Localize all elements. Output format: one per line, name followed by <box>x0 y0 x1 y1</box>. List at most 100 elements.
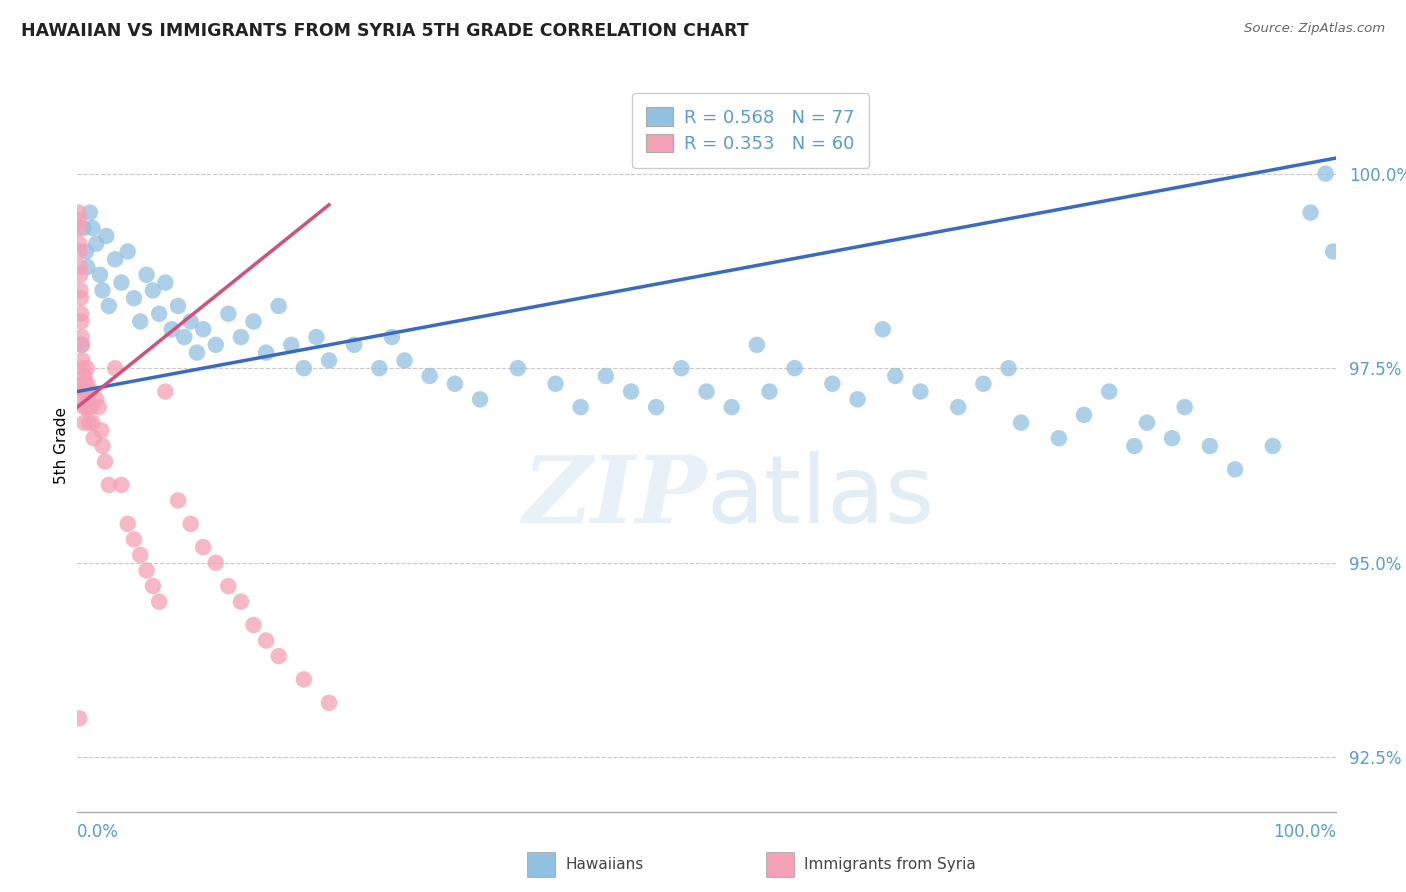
Point <box>167 299 190 313</box>
Point <box>1322 244 1344 259</box>
Point <box>84 392 107 407</box>
Point <box>217 579 239 593</box>
Point <box>544 376 567 391</box>
Point <box>229 330 252 344</box>
Point <box>204 556 226 570</box>
Point <box>76 260 98 274</box>
Point <box>104 252 127 267</box>
Point <box>595 368 617 383</box>
Point <box>292 361 315 376</box>
Point <box>67 711 90 725</box>
Point <box>217 307 239 321</box>
Point <box>79 384 101 399</box>
Point <box>173 330 195 344</box>
Point <box>204 338 226 352</box>
Point <box>75 400 97 414</box>
Point <box>305 330 328 344</box>
Point <box>73 376 96 391</box>
Point <box>97 299 120 313</box>
Point <box>1010 416 1032 430</box>
Point <box>720 400 742 414</box>
Point <box>117 244 139 259</box>
Point <box>167 493 190 508</box>
Point <box>419 368 441 383</box>
Point <box>1174 400 1197 414</box>
Text: 0.0%: 0.0% <box>77 823 120 841</box>
Text: Source: ZipAtlas.com: Source: ZipAtlas.com <box>1244 22 1385 36</box>
Point <box>254 345 277 359</box>
Point <box>910 384 932 399</box>
Point <box>191 540 215 554</box>
Point <box>110 478 132 492</box>
Text: ZIP: ZIP <box>522 452 707 542</box>
Point <box>1299 205 1322 219</box>
Point <box>972 376 994 391</box>
Point <box>70 338 93 352</box>
Point <box>148 307 170 321</box>
Text: Immigrants from Syria: Immigrants from Syria <box>804 857 976 871</box>
Point <box>76 361 98 376</box>
Point <box>122 291 145 305</box>
Point <box>242 314 264 328</box>
Point <box>884 368 907 383</box>
Point <box>645 400 668 414</box>
Point <box>620 384 643 399</box>
Point <box>82 416 104 430</box>
Point <box>135 564 157 578</box>
Point <box>1315 167 1337 181</box>
Point <box>186 345 208 359</box>
Text: Hawaiians: Hawaiians <box>565 857 644 871</box>
Point <box>821 376 844 391</box>
Point <box>1073 408 1095 422</box>
Point <box>69 260 91 274</box>
Point <box>70 330 93 344</box>
Point <box>135 268 157 282</box>
Point <box>846 392 869 407</box>
Point <box>318 353 340 368</box>
Point <box>104 361 127 376</box>
Point <box>1261 439 1284 453</box>
Legend: R = 0.568   N = 77, R = 0.353   N = 60: R = 0.568 N = 77, R = 0.353 N = 60 <box>631 93 869 168</box>
Point <box>72 353 94 368</box>
Point <box>242 618 264 632</box>
Point <box>79 205 101 219</box>
Point <box>1161 431 1184 445</box>
Point <box>671 361 693 376</box>
Point <box>73 400 96 414</box>
Point <box>67 236 90 251</box>
Point <box>318 696 340 710</box>
Point <box>468 392 491 407</box>
Point <box>69 244 91 259</box>
Point <box>506 361 529 376</box>
Point <box>90 424 112 438</box>
Point <box>70 314 93 328</box>
Point <box>160 322 183 336</box>
Point <box>77 400 100 414</box>
Point <box>69 284 91 298</box>
Point <box>117 516 139 531</box>
Point <box>292 673 315 687</box>
Point <box>79 416 101 430</box>
Point <box>343 338 366 352</box>
Point <box>82 221 104 235</box>
Point <box>72 384 94 399</box>
Point <box>1123 439 1146 453</box>
Point <box>148 594 170 608</box>
Point <box>96 228 118 243</box>
Y-axis label: 5th Grade: 5th Grade <box>53 408 69 484</box>
Point <box>67 221 90 235</box>
Point <box>948 400 970 414</box>
Point <box>758 384 780 399</box>
Point <box>1223 462 1246 476</box>
Point <box>122 533 145 547</box>
Point <box>368 361 391 376</box>
Text: 100.0%: 100.0% <box>1272 823 1336 841</box>
Point <box>155 276 177 290</box>
Point <box>69 268 91 282</box>
Text: HAWAIIAN VS IMMIGRANTS FROM SYRIA 5TH GRADE CORRELATION CHART: HAWAIIAN VS IMMIGRANTS FROM SYRIA 5TH GR… <box>21 22 749 40</box>
Point <box>73 368 96 383</box>
Point <box>72 376 94 391</box>
Point <box>1098 384 1121 399</box>
Point <box>783 361 806 376</box>
Point <box>67 205 90 219</box>
